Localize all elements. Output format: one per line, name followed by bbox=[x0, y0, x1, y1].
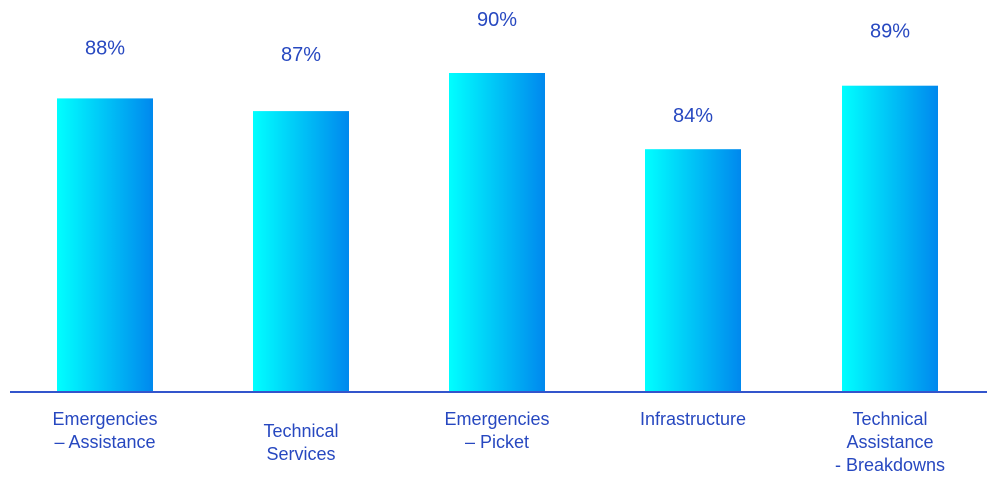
category-label: Technical Services bbox=[263, 421, 338, 464]
category-label: Technical Assistance - Breakdowns bbox=[835, 409, 945, 475]
bar bbox=[842, 85, 938, 392]
category-label-line: Technical bbox=[852, 409, 927, 429]
bar-value-label: 89% bbox=[870, 21, 910, 43]
bar bbox=[449, 73, 545, 392]
bar-value-label: 88% bbox=[85, 37, 125, 59]
category-label-line: Technical bbox=[263, 421, 338, 441]
category-label: Infrastructure bbox=[640, 409, 746, 429]
bar-value-label: 84% bbox=[673, 105, 713, 127]
category-label-line: Emergencies bbox=[444, 409, 549, 429]
category-label-line: Emergencies bbox=[52, 409, 157, 429]
category-label-line: - Breakdowns bbox=[835, 455, 945, 475]
value-labels-layer: 88% 87% 90% 84% 89% bbox=[85, 9, 910, 127]
category-label-line: Services bbox=[266, 444, 335, 464]
bar bbox=[57, 98, 153, 393]
category-label: Emergencies – Picket bbox=[444, 409, 549, 452]
category-label-line: Assistance bbox=[846, 432, 933, 452]
bar bbox=[645, 149, 741, 392]
category-label-line: Infrastructure bbox=[640, 409, 746, 429]
bar bbox=[253, 111, 349, 392]
bar-value-label: 90% bbox=[477, 9, 517, 31]
category-label-line: – Picket bbox=[465, 432, 529, 452]
category-label: Emergencies – Assistance bbox=[52, 409, 157, 452]
bar-value-label: 87% bbox=[281, 44, 321, 66]
category-label-line: – Assistance bbox=[54, 432, 155, 452]
bars-layer bbox=[57, 73, 938, 393]
category-labels-layer: Emergencies – Assistance Technical Services… bbox=[52, 409, 945, 475]
